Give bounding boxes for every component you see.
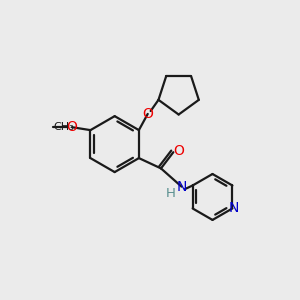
Text: CH₃: CH₃ xyxy=(53,122,74,132)
Text: O: O xyxy=(67,120,77,134)
Text: N: N xyxy=(228,201,239,215)
Text: O: O xyxy=(142,107,153,121)
Text: O: O xyxy=(173,144,184,158)
Text: H: H xyxy=(166,187,175,200)
Text: N: N xyxy=(176,180,187,194)
